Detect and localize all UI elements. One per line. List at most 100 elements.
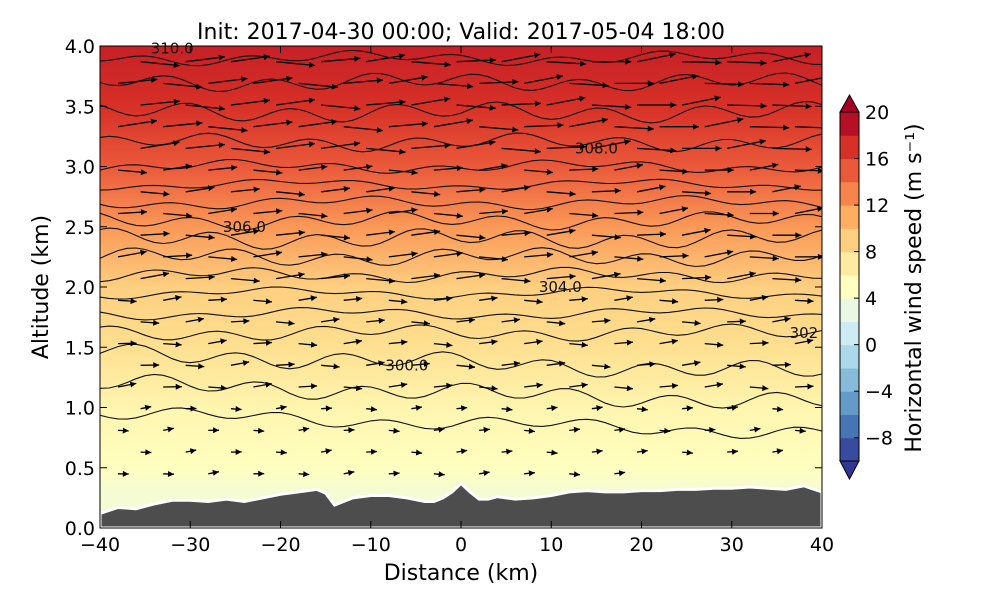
wind-vector-head [446, 382, 453, 389]
wind-vector-head [546, 251, 554, 258]
wind-vector-head [220, 338, 227, 345]
wind-vector-shaft [682, 61, 722, 64]
wind-vector-head [795, 276, 802, 283]
wind-vector-head [618, 426, 626, 433]
wind-vector-shaft [681, 96, 721, 106]
wind-vector-head [353, 140, 361, 147]
wind-vector-head [173, 62, 180, 68]
wind-vector-shaft [546, 146, 587, 150]
wind-vector-shaft [524, 124, 564, 128]
wind-vector-head [356, 385, 363, 392]
wind-vector-shaft [208, 126, 248, 132]
wind-vectors [117, 52, 822, 478]
wind-vector-head [253, 277, 260, 284]
wind-vector-head [331, 119, 338, 126]
wind-vector-shaft [230, 147, 271, 153]
wind-vector-head [573, 471, 580, 478]
wind-vector-head [604, 363, 611, 370]
wind-vector-head [354, 105, 361, 112]
wind-vector-head [596, 448, 603, 455]
wind-vector-shaft [433, 82, 474, 88]
wind-vector-head [726, 249, 734, 256]
wind-vector-head [348, 427, 355, 434]
wind-vector-shaft [591, 104, 632, 108]
wind-vector-head [626, 295, 633, 302]
y-tick-label: 1.5 [65, 337, 95, 359]
wind-vector-head [286, 119, 293, 126]
wind-vector-head [817, 253, 822, 260]
wind-vector-head [524, 277, 531, 284]
wind-vector-head [393, 470, 400, 477]
wind-vector-head [738, 81, 745, 88]
wind-vector-head [444, 61, 451, 68]
wind-vector-head [288, 320, 295, 327]
wind-vector-head [311, 383, 318, 390]
colorbar-extend-min [839, 460, 860, 481]
wind-vector-head [243, 318, 250, 325]
theta-contour-line [100, 323, 822, 342]
wind-vector-head [558, 360, 566, 367]
contour-label: 310.0 [151, 39, 194, 57]
contour-labels: 300.0 302 304.0 306.0 308.0 310.0 [151, 39, 818, 374]
wind-vector-head [536, 338, 543, 345]
wind-vector-head [370, 406, 377, 413]
wind-vector-shaft [298, 82, 338, 88]
wind-vector-head [596, 405, 603, 411]
wind-vector-head [736, 117, 744, 124]
wind-vector-head [669, 52, 676, 58]
colorbar-tick-label: 12 [865, 195, 889, 217]
colorbar-tick-label: 8 [865, 242, 877, 264]
wind-vector-head [750, 233, 757, 240]
wind-vector-head [647, 80, 654, 87]
wind-vector-head [276, 169, 283, 176]
wind-vector-head [150, 118, 157, 125]
y-tick-label: 1.0 [65, 398, 95, 420]
colorbar-band [840, 135, 859, 160]
wind-vector-head [230, 255, 238, 262]
wind-vector-head [325, 448, 332, 455]
wind-vector-head [388, 277, 396, 284]
wind-vector-head [506, 406, 513, 413]
wind-vector-head [433, 272, 441, 279]
wind-vector-head [400, 382, 408, 388]
wind-vector-head [185, 212, 193, 219]
wind-vector-head [501, 256, 508, 263]
theta-contour-line [100, 49, 822, 67]
wind-vector-head [716, 381, 723, 388]
colorbar-band [840, 414, 859, 439]
colorbar-tick-label: 4 [865, 288, 877, 310]
wind-vector-head [443, 96, 451, 103]
wind-vector-head [704, 190, 712, 197]
wind-vector-head [122, 470, 129, 477]
colorbar-tick-label: −8 [865, 428, 893, 450]
wind-vector-head [302, 426, 310, 433]
wind-vector-head [461, 405, 468, 412]
wind-vector-head [579, 95, 586, 102]
wind-vector-head [580, 144, 587, 150]
wind-vector-head [671, 338, 678, 345]
wind-vector-head [691, 73, 699, 80]
wind-vector-head [704, 227, 711, 234]
wind-vector-head [220, 296, 227, 303]
wind-vector-shaft [366, 101, 406, 106]
wind-vector-head [376, 127, 383, 133]
wind-vector-head [749, 271, 756, 278]
wind-vector-head [686, 449, 693, 456]
wind-vector-head [479, 186, 486, 193]
contour-label: 306.0 [223, 218, 266, 236]
colorbar-band [840, 251, 859, 276]
wind-vector-shaft [772, 147, 812, 151]
wind-vector-head [686, 405, 693, 412]
wind-vector-head [197, 316, 204, 323]
wind-vector-head [649, 361, 656, 368]
wind-vector-head [130, 298, 137, 305]
wind-vector-head [388, 229, 395, 236]
wind-vector-head [355, 338, 362, 345]
wind-vector-head [151, 77, 158, 83]
wind-vector-shaft [230, 55, 270, 63]
wind-vector-shaft [727, 61, 767, 64]
colorbar-band [840, 391, 859, 415]
colorbar-band [840, 298, 859, 322]
wind-vector-shaft [749, 82, 790, 86]
wind-vector-head [298, 191, 305, 198]
